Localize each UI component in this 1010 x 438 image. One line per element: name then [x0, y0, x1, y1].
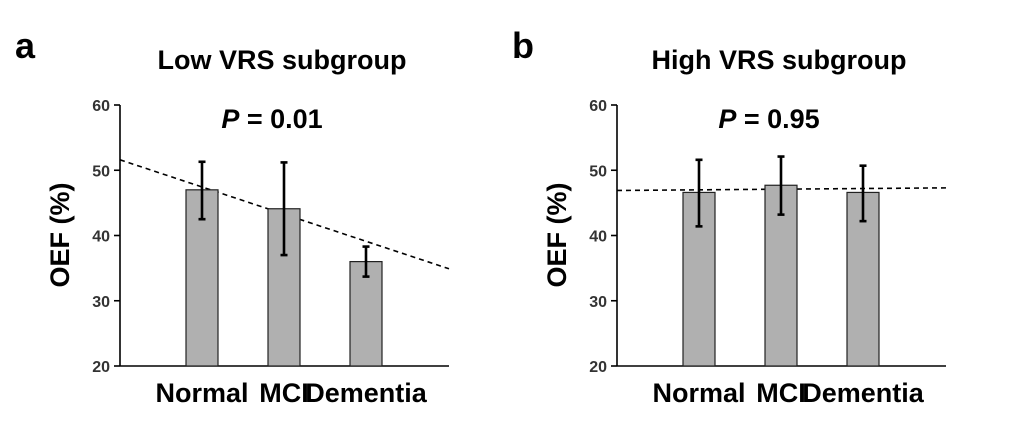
y-ticks: 20 30 40 50 60: [92, 98, 120, 376]
y-tick-label: 60: [92, 98, 110, 115]
y-tick-label: 60: [589, 98, 607, 115]
y-tick-label: 40: [589, 229, 607, 246]
p-value-number: = 0.01: [247, 104, 323, 134]
y-tick-label: 20: [589, 359, 607, 376]
p-value-number: = 0.95: [744, 104, 820, 134]
panel-letter: b: [512, 25, 534, 66]
p-value: P = 0.95: [718, 104, 819, 134]
panel-a: a Low VRS subgroup P = 0.01 OEF (%) 20 30…: [15, 25, 450, 408]
y-axis-label: OEF (%): [45, 183, 75, 288]
chart-title: Low VRS subgroup: [158, 45, 407, 75]
bar-dementia: [349, 261, 383, 367]
p-value-symbol: P: [221, 104, 240, 134]
y-ticks: 20 30 40 50 60: [589, 98, 617, 376]
bars: [682, 155, 880, 367]
panel-b: b High VRS subgroup P = 0.95 OEF (%) 20 3…: [512, 25, 947, 408]
y-tick-label: 50: [92, 163, 110, 180]
x-tick-label: MCI: [259, 378, 309, 408]
chart-title: High VRS subgroup: [652, 45, 907, 75]
p-value: P = 0.01: [221, 104, 322, 134]
bars: [185, 160, 383, 367]
y-tick-label: 50: [589, 163, 607, 180]
p-value-symbol: P: [718, 104, 737, 134]
y-tick-label: 30: [589, 294, 607, 311]
x-tick-label: Normal: [155, 378, 248, 408]
x-tick-label: Dementia: [305, 378, 428, 408]
y-axis-label: OEF (%): [542, 183, 572, 288]
panel-letter: a: [15, 25, 36, 66]
x-tick-label: MCI: [756, 378, 806, 408]
x-tick-label: Dementia: [802, 378, 925, 408]
y-tick-label: 40: [92, 229, 110, 246]
y-tick-label: 30: [92, 294, 110, 311]
y-tick-label: 20: [92, 359, 110, 376]
x-tick-label: Normal: [652, 378, 745, 408]
